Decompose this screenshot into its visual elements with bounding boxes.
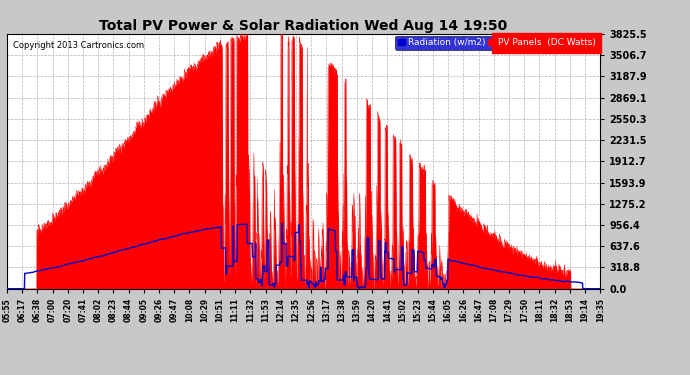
Text: Copyright 2013 Cartronics.com: Copyright 2013 Cartronics.com: [13, 41, 144, 50]
Title: Total PV Power & Solar Radiation Wed Aug 14 19:50: Total PV Power & Solar Radiation Wed Aug…: [99, 19, 508, 33]
Legend: Radiation (w/m2), PV Panels  (DC Watts): Radiation (w/m2), PV Panels (DC Watts): [395, 36, 598, 50]
